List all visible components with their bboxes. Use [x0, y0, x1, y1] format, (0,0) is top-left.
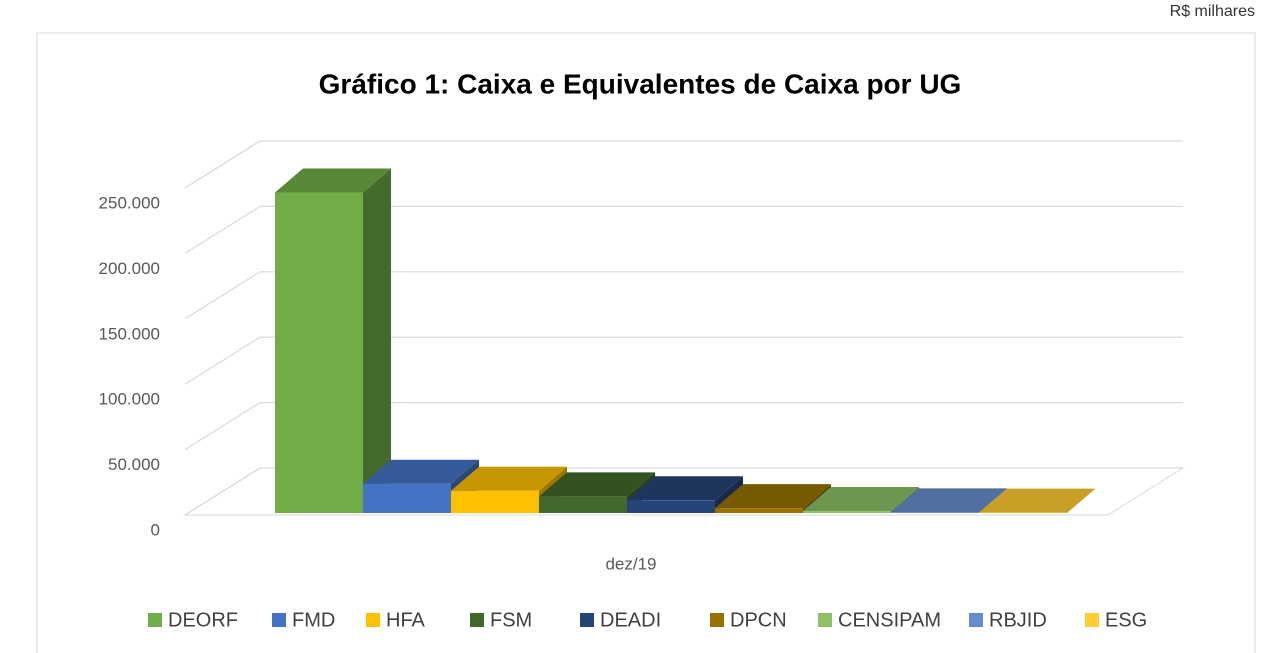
bar-top: [275, 168, 391, 193]
bar: [363, 483, 451, 513]
legend-swatch: [366, 613, 380, 627]
legend-item: RBJID: [969, 609, 1047, 631]
bar-side: [1067, 488, 1095, 513]
legend-swatch: [1085, 613, 1099, 627]
x-tick-label: dez/19: [605, 554, 656, 573]
bar: [891, 512, 979, 513]
grid-line: [184, 467, 1183, 516]
legend-label: CENSIPAM: [838, 609, 941, 631]
legend-label: FMD: [292, 609, 335, 631]
grid-line: [184, 205, 1183, 254]
y-tick-label: 200.000: [99, 259, 160, 278]
unit-note: R$ milhares: [1170, 3, 1255, 20]
legend-swatch: [470, 613, 484, 627]
bar: [539, 496, 627, 513]
legend-swatch: [148, 613, 162, 627]
legend-item: HFA: [366, 609, 426, 631]
y-tick-label: 50.000: [108, 455, 160, 474]
bar: [275, 192, 363, 514]
grid-line: [184, 140, 1183, 189]
legend-item: FMD: [272, 609, 335, 631]
legend-swatch: [969, 613, 983, 627]
legend-item: DEADI: [580, 609, 661, 631]
bar-top: [891, 488, 1007, 513]
legend-label: HFA: [386, 609, 426, 631]
legend-label: FSM: [490, 609, 532, 631]
grid-line: [184, 271, 1183, 320]
bar-top: [451, 466, 567, 491]
legend-label: RBJID: [989, 609, 1047, 631]
bar-top: [627, 476, 743, 501]
legend-swatch: [272, 613, 286, 627]
y-tick-label: 0: [151, 520, 160, 539]
bar-top: [539, 472, 655, 497]
legend-label: DEORF: [168, 609, 238, 631]
bar-top: [979, 488, 1095, 513]
legend-item: FSM: [470, 609, 532, 631]
bar-top: [715, 484, 831, 509]
bar: [451, 490, 539, 513]
bar-top: [363, 459, 479, 484]
legend-item: ESG: [1085, 609, 1147, 631]
legend-item: DEORF: [148, 609, 238, 631]
legend-label: ESG: [1105, 609, 1147, 631]
legend-swatch: [580, 613, 594, 627]
grid-line: [184, 336, 1183, 385]
legend-item: DPCN: [710, 609, 787, 631]
legend-swatch: [818, 613, 832, 627]
y-tick-label: 100.000: [99, 390, 160, 409]
chart-border: [36, 32, 1256, 653]
legend-label: DEADI: [600, 609, 661, 631]
bar: [803, 511, 891, 513]
bar: [627, 500, 715, 513]
grid-line: [184, 402, 1183, 451]
legend-swatch: [710, 613, 724, 627]
bar-top: [803, 487, 919, 512]
legend-item: CENSIPAM: [818, 609, 941, 631]
legend-label: DPCN: [730, 609, 787, 631]
chart-title: Gráfico 1: Caixa e Equivalentes de Caixa…: [319, 68, 962, 99]
y-tick-label: 150.000: [99, 324, 160, 343]
bar-side: [363, 168, 391, 514]
y-tick-label: 250.000: [99, 193, 160, 212]
bar: [715, 508, 803, 513]
